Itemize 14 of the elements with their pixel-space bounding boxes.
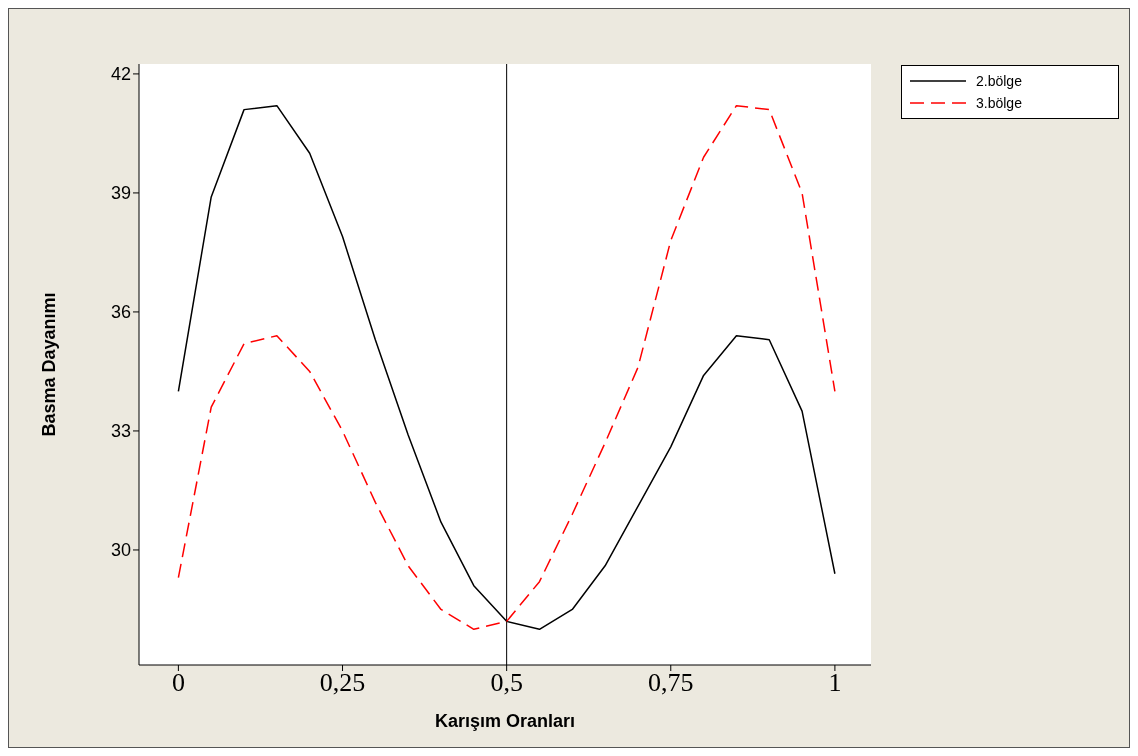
y-tick-label: 33 [110, 421, 131, 442]
y-tick-label: 42 [110, 64, 131, 85]
x-tick-label: 0,5 [490, 668, 523, 698]
x-tick-label: 0,25 [319, 668, 366, 698]
y-tick-label: 30 [110, 540, 131, 561]
legend-label: 3.bölge [976, 95, 1022, 111]
x-tick-label: 0 [171, 668, 185, 698]
x-tick-label: 0,75 [648, 668, 694, 698]
x-tick-label: 1 [828, 668, 842, 698]
x-axis-title: Karışım Oranları [434, 711, 576, 731]
legend-label: 2.bölge [976, 73, 1022, 89]
y-tick-label: 39 [110, 183, 131, 204]
y-tick-label: 36 [110, 302, 131, 323]
y-axis-title: Basma Dayanımı [39, 292, 60, 437]
